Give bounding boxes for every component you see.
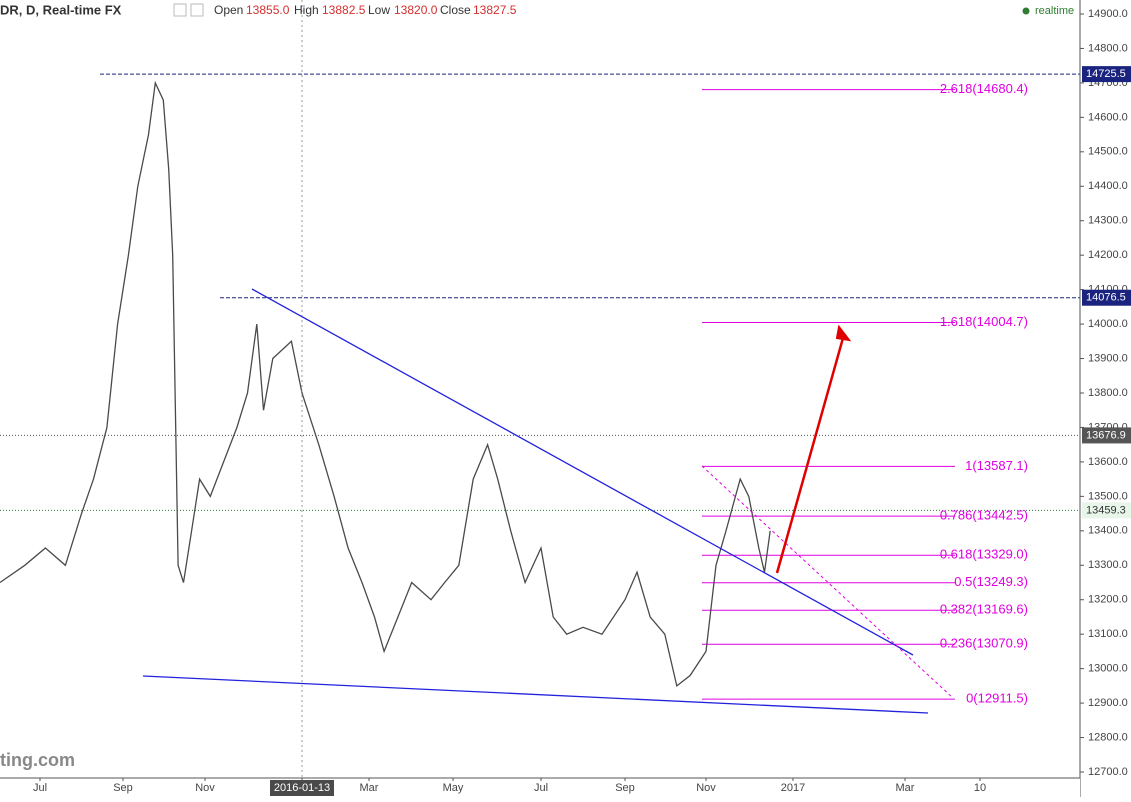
price-tag	[1082, 502, 1131, 519]
trend-line	[251, 288, 914, 656]
y-tick-label: 14500.0	[1088, 146, 1128, 158]
y-tick-label: 13800.0	[1088, 387, 1128, 399]
price-axis	[1080, 0, 1131, 797]
x-tick-label: Jul	[534, 782, 548, 794]
y-tick-label: 13300.0	[1088, 559, 1128, 571]
value: 13882.5	[322, 3, 366, 17]
y-tick-label: 12900.0	[1088, 697, 1128, 709]
fib-label: 2.618(14680.4)	[940, 81, 1028, 96]
fib-label: 0.618(13329.0)	[940, 547, 1028, 562]
x-tick-label: Jul	[33, 782, 47, 794]
fib-label: 1.618(14004.7)	[940, 314, 1028, 329]
x-tick-label: Sep	[615, 782, 635, 794]
fib-label: 1(13587.1)	[965, 458, 1028, 473]
label: High	[294, 3, 319, 17]
arrow	[775, 337, 845, 574]
fib-label: 0.236(13070.9)	[940, 636, 1028, 651]
fib-label: 0.5(13249.3)	[954, 574, 1028, 589]
price-tag-label: 13676.9	[1086, 429, 1126, 441]
label: Close	[440, 3, 471, 17]
fib-label: 0.786(13442.5)	[940, 508, 1028, 523]
y-tick-label: 12700.0	[1088, 766, 1128, 778]
price-tag	[1082, 427, 1131, 444]
y-tick-label: 13900.0	[1088, 352, 1128, 364]
price-tag-label: 14076.5	[1086, 292, 1126, 304]
y-tick-label: 14200.0	[1088, 249, 1128, 261]
label: Open	[214, 3, 243, 17]
x-tick-label: Nov	[195, 782, 215, 794]
y-tick-label: 14900.0	[1088, 8, 1128, 20]
x-tick-label: Mar	[360, 782, 379, 794]
status-dot	[1022, 7, 1030, 15]
x-tick-label: Sep	[113, 782, 133, 794]
icon[interactable]	[190, 3, 204, 17]
price-tag	[1082, 289, 1131, 306]
overlay: 12700.0 12800.0 12900.0 13000.0 13100.0 13200…	[33, 8, 1131, 796]
arrow-head	[835, 324, 852, 342]
x-tick-label: Nov	[696, 782, 716, 794]
status: realtime	[1035, 5, 1074, 17]
fib-label: 0.382(13169.6)	[940, 602, 1028, 617]
value: 13820.0	[394, 3, 438, 17]
fib-diagonal	[701, 465, 954, 699]
y-tick-label: 14000.0	[1088, 318, 1128, 330]
y-tick-label: 13500.0	[1088, 490, 1128, 502]
plot	[0, 73, 1080, 700]
fib-label: 0(12911.5)	[966, 691, 1028, 706]
label: Low	[368, 3, 390, 17]
x-tick-label: 10	[974, 782, 986, 794]
y-tick-label: 13200.0	[1088, 594, 1128, 606]
value: 13855.0	[246, 3, 290, 17]
y-tick-label: 14800.0	[1088, 42, 1128, 54]
y-tick-label: 12800.0	[1088, 731, 1128, 743]
price-tag-label: 14725.5	[1086, 68, 1126, 80]
value: 13827.5	[473, 3, 517, 17]
x-tick-label: 2016-01-13	[274, 782, 330, 794]
price-tag-label: 13459.3	[1086, 504, 1126, 516]
symbol: DR, D, Real-time FX	[0, 2, 122, 17]
y-tick-label: 13400.0	[1088, 525, 1128, 537]
support-line	[142, 675, 929, 714]
logo: ting.com	[0, 750, 75, 770]
price-line-series	[0, 80, 771, 688]
y-tick-label: 14300.0	[1088, 215, 1128, 227]
y-tick-label: 14400.0	[1088, 180, 1128, 192]
y-tick-label: 13100.0	[1088, 628, 1128, 640]
y-tick-label: 13600.0	[1088, 456, 1128, 468]
crosshair-tag	[270, 780, 334, 796]
y-tick-label: 13000.0	[1088, 663, 1128, 675]
x-tick-label: 2017	[781, 782, 805, 794]
x-tick-label: Mar	[896, 782, 915, 794]
y-tick-label: 14600.0	[1088, 111, 1128, 123]
price-tag	[1082, 66, 1131, 83]
x-tick-label: May	[443, 782, 464, 794]
icon[interactable]	[173, 3, 187, 17]
